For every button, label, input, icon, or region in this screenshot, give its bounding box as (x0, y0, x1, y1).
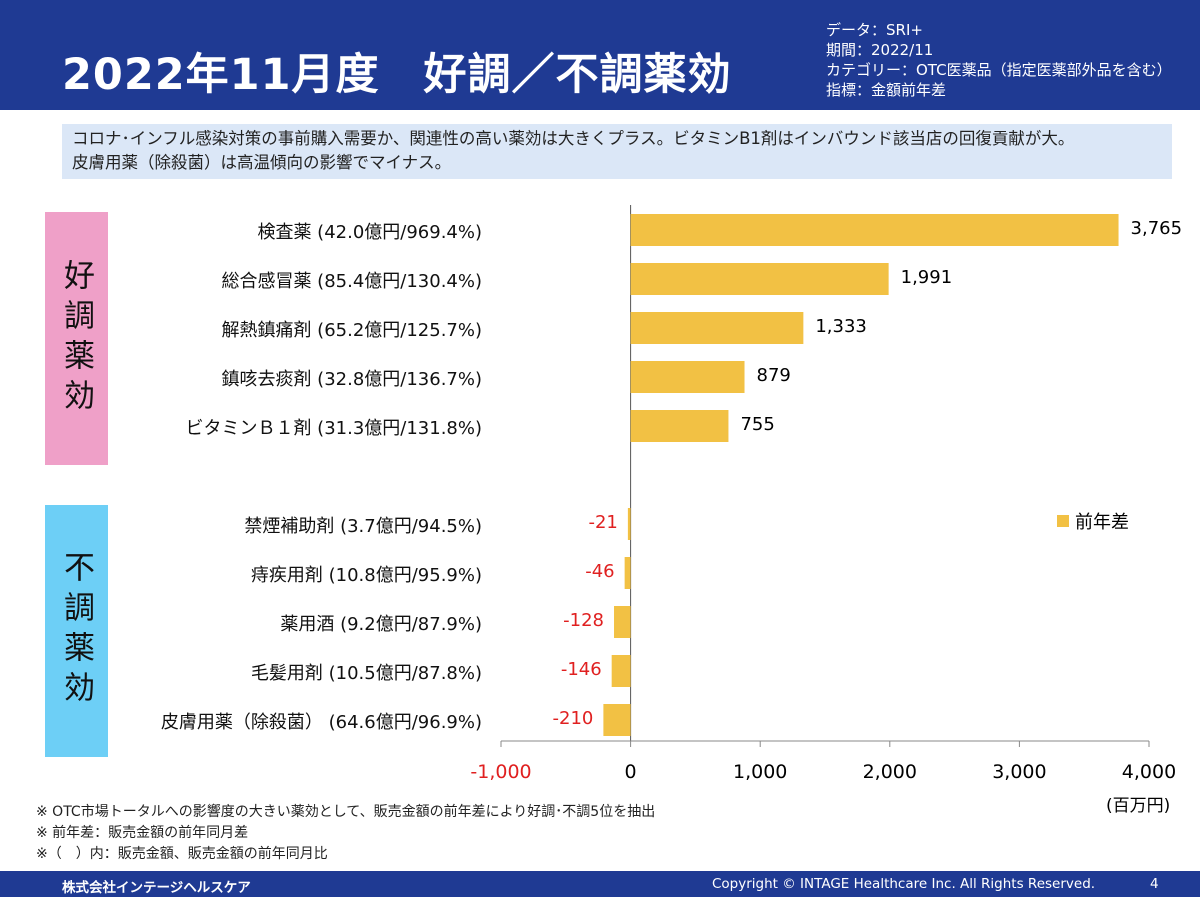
category-label: 鎮咳去痰剤 (32.8億円/136.7%) (221, 369, 482, 390)
category-label: 毛髪用剤 (10.5億円/87.8%) (250, 663, 482, 684)
summary-line: コロナ･インフル感染対策の事前購入需要か、関連性の高い薬効は大きくプラス。ビタミ… (72, 129, 1075, 148)
bar (630, 361, 745, 393)
category-label: 検査薬 (42.0億円/969.4%) (257, 222, 482, 243)
bad-group-label: 不調薬効 (45, 505, 108, 757)
meta-category: カテゴリー：OTC医薬品（指定医薬部外品を含む） (826, 61, 1172, 79)
value-label: 1,333 (815, 316, 867, 337)
category-label: 薬用酒 (9.2億円/87.9%) (280, 614, 482, 635)
bad-group-text: 不調薬効 (58, 551, 94, 711)
category-label: 総合感冒薬 (85.4億円/130.4%) (221, 271, 482, 292)
x-tick-label: -1,000 (470, 761, 532, 783)
category-label: 解熱鎮痛剤 (65.2億円/125.7%) (221, 320, 482, 341)
header-bar: 2022年11月度 好調／不調薬効 データ：SRI+ 期間：2022/11 カテ… (0, 0, 1200, 110)
meta-metric: 指標：金額前年差 (826, 81, 947, 99)
footnotes: ※ OTC市場トータルへの影響度の大きい薬効として、販売金額の前年差により好調･… (36, 802, 655, 865)
value-label: 755 (740, 414, 775, 435)
value-label: 1,991 (900, 267, 953, 288)
good-group-label: 好調薬効 (45, 212, 108, 465)
value-label: 3,765 (1130, 218, 1183, 239)
bar (630, 312, 804, 344)
good-group-text: 好調薬効 (58, 258, 94, 419)
footer-bar: 株式会社インテージヘルスケア Copyright © INTAGE Health… (0, 871, 1200, 897)
legend: 前年差 (1057, 508, 1129, 534)
page-number: 4 (1150, 876, 1159, 892)
bar (627, 508, 631, 540)
summary-line: 皮膚用薬（除殺菌）は高温傾向の影響でマイナス。 (72, 153, 452, 172)
category-label: 禁煙補助剤 (3.7億円/94.5%) (244, 516, 482, 537)
bar (611, 655, 631, 687)
meta-period: 期間：2022/11 (826, 41, 934, 59)
bar (603, 704, 631, 736)
value-label: -21 (588, 512, 618, 533)
bar (614, 606, 631, 638)
category-label: 痔疾用剤 (10.8億円/95.9%) (250, 565, 482, 586)
footnote: ※（ ）内：販売金額、販売金額の前年同月比 (36, 846, 328, 862)
category-label: 皮膚用薬（除殺菌） (64.6億円/96.9%) (160, 712, 482, 733)
meta-info: データ：SRI+ 期間：2022/11 カテゴリー：OTC医薬品（指定医薬部外品… (826, 20, 1172, 100)
meta-data-source: データ：SRI+ (826, 21, 923, 39)
category-label: ビタミンＢ１剤 (31.3億円/131.8%) (185, 418, 482, 439)
x-tick-label: 0 (624, 761, 637, 783)
footnote: ※ 前年差：販売金額の前年同月差 (36, 825, 249, 841)
x-tick-label: 3,000 (992, 761, 1047, 783)
value-label: -128 (563, 610, 605, 631)
value-label: -46 (585, 561, 615, 582)
company-name: 株式会社インテージヘルスケア (62, 880, 251, 896)
footnote: ※ OTC市場トータルへの影響度の大きい薬効として、販売金額の前年差により好調･… (36, 804, 656, 820)
page-title: 2022年11月度 好調／不調薬効 (62, 50, 732, 100)
legend-label: 前年差 (1075, 512, 1129, 533)
value-label: -210 (552, 708, 594, 729)
summary-box: コロナ･インフル感染対策の事前購入需要か、関連性の高い薬効は大きくプラス。ビタミ… (62, 124, 1172, 179)
legend-swatch (1057, 515, 1069, 527)
x-tick-label: 4,000 (1121, 761, 1177, 783)
x-tick-label: 2,000 (862, 761, 917, 783)
bar (624, 557, 631, 589)
copyright: Copyright © INTAGE Healthcare Inc. All R… (712, 876, 1096, 892)
x-axis-unit: (百万円) (1106, 796, 1171, 816)
x-tick-label: 1,000 (732, 761, 788, 783)
value-label: 879 (756, 365, 791, 386)
bar (630, 263, 889, 295)
bar (630, 214, 1119, 246)
bar (630, 410, 729, 442)
value-label: -146 (560, 659, 602, 680)
